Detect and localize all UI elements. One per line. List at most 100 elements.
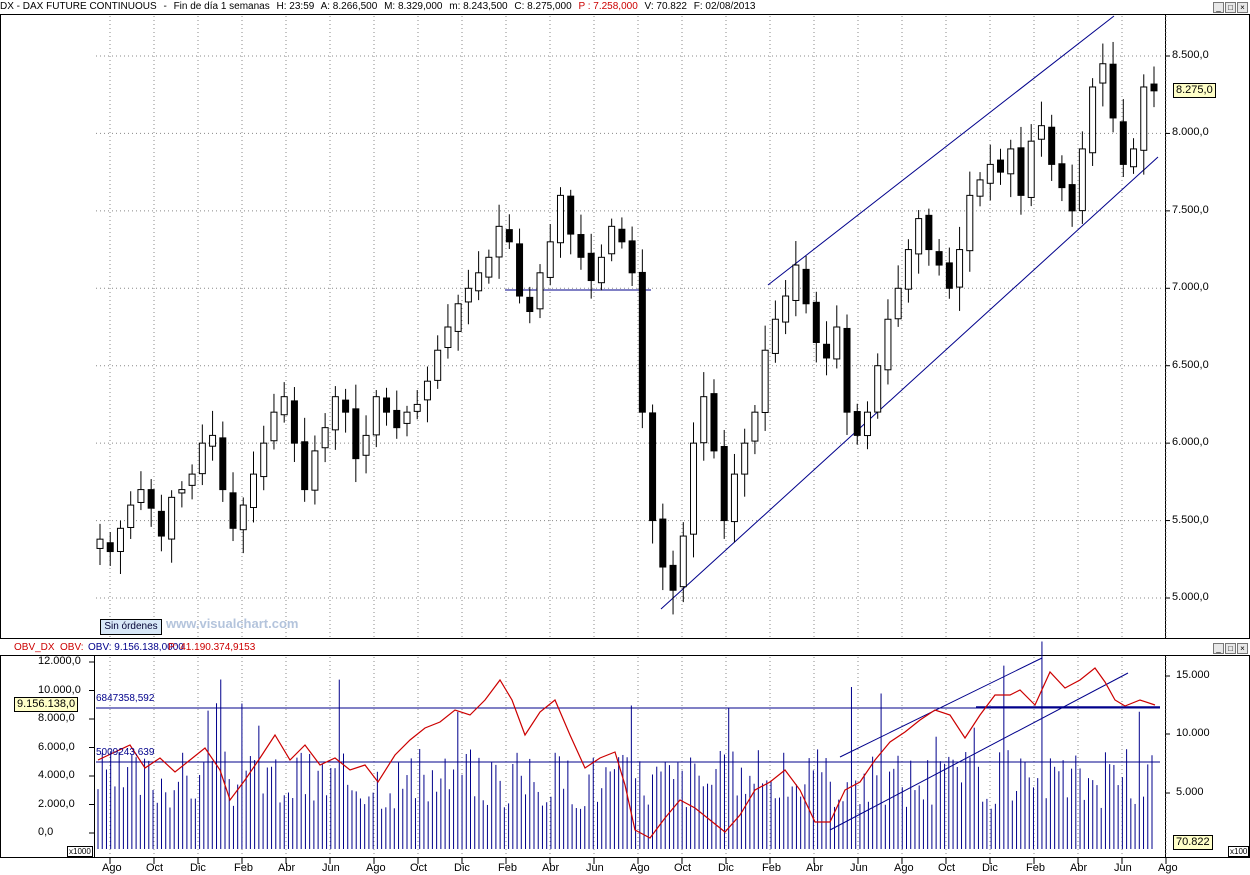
x-tick-label: Feb — [762, 862, 781, 874]
candle-body — [331, 396, 339, 431]
candle-body — [956, 249, 964, 288]
candle-body — [659, 518, 667, 568]
candle-body — [1130, 148, 1138, 168]
x-tick-label: Dic — [190, 862, 206, 874]
candle-body — [198, 442, 206, 475]
level-lower-label: 5009243,639 — [96, 747, 155, 758]
x-tick-label: Dic — [718, 862, 734, 874]
candle-body — [1140, 86, 1148, 151]
obv-left-tick-label: 4.000,0 — [38, 769, 75, 781]
candle-body — [771, 318, 779, 354]
candle-body — [863, 411, 871, 437]
candle-body — [260, 442, 268, 478]
candle-body — [464, 287, 472, 303]
candle-body — [577, 234, 585, 258]
candle-body — [792, 264, 800, 301]
candle-body — [444, 326, 452, 349]
minimize-button[interactable]: _ — [1213, 2, 1224, 13]
candle-body — [894, 287, 902, 320]
obv-maximize-button[interactable]: □ — [1225, 643, 1236, 654]
x-tick-label: Abr — [806, 862, 824, 874]
obv-upper-trend — [839, 657, 1043, 758]
x-tick-label: Abr — [1070, 862, 1088, 874]
price-tick-label: 6.000,0 — [1172, 436, 1209, 449]
candle-body — [311, 450, 319, 491]
candle-body — [546, 241, 554, 278]
obv-p-label: P: 41.190.374,9153 — [168, 642, 256, 653]
close-button[interactable]: × — [1237, 2, 1248, 13]
candle-body — [96, 538, 104, 549]
candle-body — [188, 473, 196, 486]
x-tick-label: Ago — [630, 862, 650, 874]
price-tick-label: 7.500,0 — [1172, 203, 1209, 216]
candle-body — [669, 564, 677, 591]
x-tick-label: Oct — [674, 862, 692, 874]
candles — [96, 41, 1158, 615]
lower-channel-line — [660, 156, 1159, 610]
obv-right-tick-label: 5.000 — [1176, 786, 1204, 798]
obv-left-tick-label: 2.000,0 — [38, 797, 75, 810]
price-axis-divider — [1165, 14, 1166, 639]
candle-body — [1027, 140, 1035, 198]
obv-left-tick-label: 10.000,0 — [38, 683, 81, 696]
candle-body — [1119, 121, 1127, 165]
candle-body — [393, 409, 401, 429]
obv-minimize-button[interactable]: _ — [1213, 643, 1224, 654]
obv-left-tick-label: 12.000,0 — [38, 655, 81, 667]
candle-body — [475, 272, 483, 292]
orders-button[interactable]: Sin órdenes — [100, 619, 162, 635]
price-tick-label: 6.500,0 — [1172, 358, 1209, 371]
x-tick-label: Jun — [322, 862, 340, 874]
date-label: F: 02/08/2013 — [693, 1, 756, 12]
candle-body — [526, 296, 534, 313]
low-label: m: 8.243,500 — [449, 1, 508, 12]
x-tick-label: Oct — [938, 862, 956, 874]
candle-body — [290, 400, 298, 444]
candle-body — [1078, 148, 1086, 212]
candle-body — [116, 527, 124, 552]
candle-body — [1150, 83, 1158, 92]
candle-body — [730, 473, 738, 523]
candle-body — [843, 327, 851, 413]
candle-body — [178, 489, 186, 494]
candle-body — [690, 442, 698, 535]
candle-body — [751, 411, 759, 442]
candle-body — [904, 249, 912, 290]
candle-body — [127, 504, 135, 528]
last-price-tag: 8.275,0 — [1173, 83, 1216, 98]
close-label: C: 8.275,000 — [514, 1, 572, 12]
candle-body — [270, 411, 278, 442]
x-tick-label: Abr — [278, 862, 296, 874]
grid-layer — [89, 16, 1170, 864]
x-tick-label: Abr — [542, 862, 560, 874]
p-value-label: P : 7.258,000 — [578, 1, 638, 12]
candle-body — [423, 380, 431, 401]
candle-body — [1089, 86, 1097, 154]
candle-body — [741, 442, 749, 475]
candle-body — [679, 535, 687, 588]
candle-body — [372, 396, 380, 436]
candle-body — [403, 411, 411, 424]
right-unit-label: x100 — [1228, 846, 1250, 857]
candle-body — [935, 251, 943, 266]
obv-value-label: OBV: 9.156.138,0000 — [88, 642, 184, 653]
candle-body — [884, 318, 892, 371]
obv-left-axis-divider — [94, 655, 95, 858]
hour-label: H: 23:59 — [276, 1, 315, 12]
candle-body — [249, 473, 257, 509]
x-tick-label: Ago — [1158, 862, 1178, 874]
candle-body — [413, 403, 421, 412]
candle-body — [782, 295, 790, 323]
candle-body — [833, 326, 841, 360]
candle-body — [597, 256, 605, 284]
candle-body — [383, 397, 391, 413]
obv-close-button[interactable]: × — [1237, 643, 1248, 654]
candle-body — [915, 218, 923, 255]
x-tick-label: Jun — [850, 862, 868, 874]
candle-body — [802, 268, 810, 305]
candle-body — [638, 271, 646, 413]
x-tick-label: Oct — [146, 862, 164, 874]
maximize-button[interactable]: □ — [1225, 2, 1236, 13]
candle-body — [812, 301, 820, 343]
candle-body — [1109, 63, 1117, 119]
